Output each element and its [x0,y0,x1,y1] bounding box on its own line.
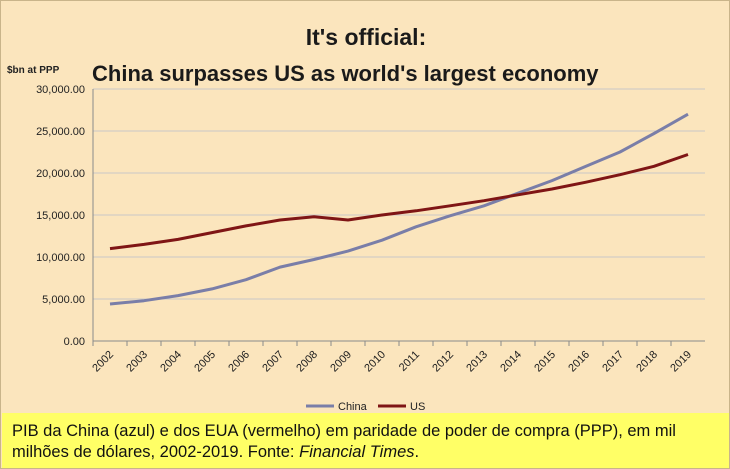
gridlines [92,88,705,342]
x-tick-label: 2004 [158,349,184,375]
x-tick-label: 2002 [90,349,116,375]
x-tick-label: 2009 [328,349,354,375]
x-tick-label: 2007 [260,349,286,375]
x-tick-label: 2015 [532,349,558,375]
y-tick-label: 0.00 [64,336,85,348]
figure-caption: PIB da China (azul) e dos EUA (vermelho)… [2,413,729,468]
y-tick-label: 5,000.00 [42,294,85,306]
x-tick-label: 2010 [362,349,388,375]
y-tick-label: 15,000.00 [36,210,85,222]
x-tick-label: 2013 [464,349,490,375]
series-lines [109,112,689,306]
x-tick-label: 2019 [668,349,694,375]
line-chart: It's official: China surpasses US as wor… [7,24,705,413]
chart-title: It's official: [306,24,426,50]
y-tick-label: 30,000.00 [36,84,85,96]
y-tick-label: 20,000.00 [36,168,85,180]
x-tick-label: 2011 [397,349,422,374]
x-axis-ticks: 2002 2003 2004 2005 2006 2007 2008 2009 2010 2011… [90,341,694,374]
caption-source: Financial Times [299,443,415,461]
x-tick-label: 2006 [226,349,252,375]
x-tick-label: 2017 [600,349,626,375]
legend: China US [306,401,425,413]
x-tick-label: 2012 [430,349,456,375]
chart-subtitle: China surpasses US as world's largest ec… [92,61,599,86]
y-tick-label: 10,000.00 [36,252,85,264]
caption-end: . [414,443,420,461]
x-tick-label: 2016 [566,349,592,375]
y-tick-label: 25,000.00 [36,126,85,138]
legend-label-china: China [338,401,368,413]
y-axis-ticks: 0.00 5,000.00 10,000.00 15,000.00 20,000.00 2… [36,84,85,348]
x-tick-label: 2003 [124,349,150,375]
series-line-us [109,153,689,251]
x-tick-label: 2018 [634,349,660,375]
series-line-china [109,112,689,306]
x-tick-label: 2014 [498,349,524,375]
legend-label-us: US [410,401,425,413]
x-tick-label: 2005 [192,349,218,375]
caption-text: PIB da China (azul) e dos EUA (vermelho)… [12,422,676,461]
y-axis-label: $bn at PPP [7,65,60,76]
x-tick-label: 2008 [294,349,320,375]
